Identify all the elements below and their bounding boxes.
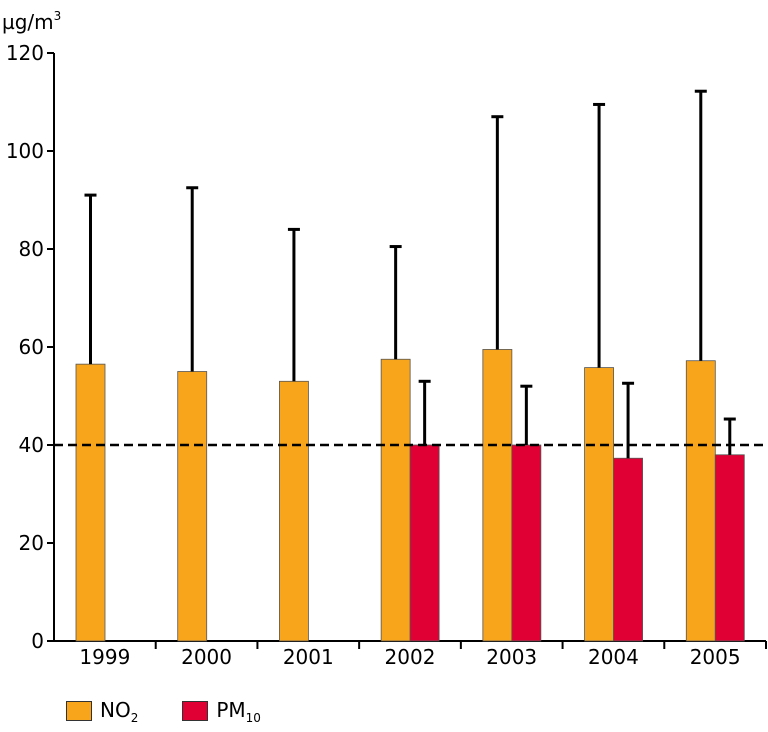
legend-label-no2: NO2 — [100, 697, 139, 725]
x-tick-label-1999: 1999 — [79, 645, 130, 669]
bar-no2-2004 — [584, 367, 614, 642]
bar-chart: 0 20 40 60 80 100 120 1999 2000 2001 2002 2003 2004 2… — [6, 41, 767, 669]
bar-no2-2000 — [177, 371, 208, 642]
y-tick-label: 0 — [31, 629, 44, 653]
x-tick-label-2001: 2001 — [283, 645, 334, 669]
bar-no2-2005 — [685, 360, 716, 642]
bar-no2-2002 — [380, 358, 411, 642]
legend: NO2 PM10 — [66, 696, 305, 726]
y-tick-label: 100 — [6, 139, 44, 163]
y-tick-label: 120 — [6, 41, 44, 65]
bar-no2-1999 — [75, 363, 106, 642]
legend-swatch-no2 — [66, 701, 92, 721]
legend-swatch-pm10 — [182, 701, 209, 721]
y-tick-label: 40 — [19, 433, 44, 457]
bar-pm10-2005 — [714, 454, 745, 642]
bar-pm10-2004 — [613, 457, 643, 642]
bar-no2-2003 — [482, 349, 513, 642]
y-axis-label: µg/m3 — [2, 9, 62, 34]
legend-item-pm10: PM10 — [182, 698, 261, 725]
x-tick-label-2004: 2004 — [588, 645, 639, 669]
bar-pm10-2003 — [511, 444, 542, 642]
x-tick-label-2000: 2000 — [181, 645, 232, 669]
y-tick-label: 20 — [19, 531, 44, 555]
x-tick-label-2002: 2002 — [385, 645, 436, 669]
x-tick-label-2003: 2003 — [486, 645, 537, 669]
x-tick-label-2005: 2005 — [690, 645, 741, 669]
bar-pm10-2002 — [409, 444, 440, 642]
legend-item-no2: NO2 — [66, 698, 138, 725]
legend-label-pm10: PM10 — [216, 697, 261, 725]
bar-no2-2001 — [279, 380, 309, 642]
y-tick-label: 80 — [19, 237, 44, 261]
y-tick-label: 60 — [19, 335, 44, 359]
